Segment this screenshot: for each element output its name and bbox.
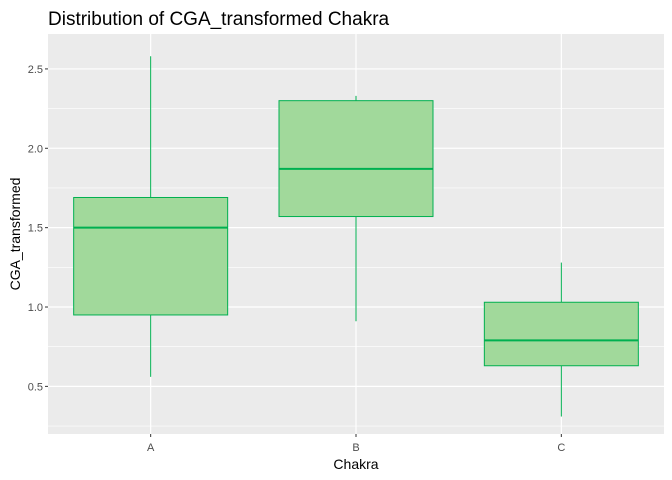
y-tick-label: 1.0 [28, 302, 43, 314]
y-tick-label: 2.0 [28, 143, 43, 155]
y-axis: 0.5 1.0 1.5 2.0 2.5 [28, 64, 48, 393]
box-b [278, 95, 434, 322]
iqr-box [73, 196, 229, 316]
x-axis: A B C [147, 434, 565, 454]
y-tick-label: 2.5 [28, 64, 43, 76]
box-series [73, 56, 639, 417]
x-axis-title: Chakra [333, 456, 378, 472]
x-tick-label: A [147, 442, 155, 454]
x-tick-label: B [352, 442, 359, 454]
x-tick-label: C [557, 442, 565, 454]
y-axis-title: CGA_transformed [7, 178, 23, 291]
box-c [483, 262, 639, 417]
y-tick-label: 1.5 [28, 223, 43, 235]
iqr-box [483, 301, 639, 367]
chart-title: Distribution of CGA_transformed Chakra [48, 9, 390, 30]
y-tick-label: 0.5 [28, 381, 43, 393]
iqr-box [278, 100, 434, 218]
box-a [73, 56, 229, 377]
